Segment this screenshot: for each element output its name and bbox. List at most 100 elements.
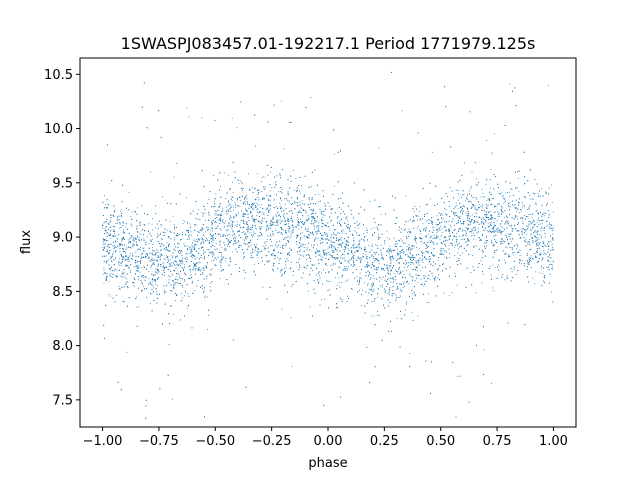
data-point xyxy=(378,147,380,149)
data-point xyxy=(464,162,466,164)
data-point xyxy=(319,275,320,277)
data-point xyxy=(266,239,268,240)
data-point xyxy=(108,234,110,236)
data-point xyxy=(515,274,517,275)
data-point xyxy=(288,230,290,232)
data-point xyxy=(366,232,368,233)
data-point xyxy=(501,233,503,235)
data-point xyxy=(522,221,524,223)
data-point xyxy=(247,243,249,245)
data-point xyxy=(415,215,417,217)
data-point xyxy=(489,187,491,189)
data-point xyxy=(185,245,187,247)
data-point xyxy=(345,267,347,269)
data-point xyxy=(206,249,208,251)
data-point xyxy=(148,243,150,245)
data-point xyxy=(135,296,137,298)
data-point xyxy=(517,218,519,220)
data-point xyxy=(291,286,293,288)
data-point xyxy=(281,252,283,254)
data-point xyxy=(305,218,307,220)
data-point xyxy=(244,277,246,279)
data-point xyxy=(398,261,400,263)
data-point xyxy=(468,220,470,222)
data-point xyxy=(183,243,185,245)
data-point xyxy=(318,222,320,224)
data-point xyxy=(259,251,261,253)
data-point xyxy=(203,239,205,241)
data-point xyxy=(380,267,382,269)
data-point xyxy=(143,250,145,252)
data-point xyxy=(465,227,467,229)
data-point xyxy=(196,238,198,240)
data-point xyxy=(285,232,286,234)
data-point xyxy=(314,170,316,171)
data-point xyxy=(233,221,235,223)
data-point xyxy=(194,263,195,265)
data-point xyxy=(521,260,523,262)
data-point xyxy=(411,311,413,313)
data-point xyxy=(199,230,201,232)
data-point xyxy=(285,267,287,269)
data-point xyxy=(541,235,543,237)
data-point xyxy=(131,236,133,237)
data-point xyxy=(256,215,258,217)
data-point xyxy=(536,237,538,239)
data-point xyxy=(329,205,331,207)
data-point xyxy=(292,169,294,171)
data-point xyxy=(280,233,282,235)
data-point xyxy=(388,267,390,269)
data-point xyxy=(270,241,272,243)
data-point xyxy=(123,274,125,276)
data-point xyxy=(536,250,538,251)
data-point xyxy=(186,307,188,309)
data-point xyxy=(145,252,147,254)
data-point xyxy=(330,233,332,235)
data-point xyxy=(221,252,223,254)
data-point xyxy=(328,288,330,290)
data-point xyxy=(122,256,124,258)
data-point xyxy=(429,240,431,242)
data-point xyxy=(283,148,285,150)
data-point xyxy=(379,285,381,287)
data-point xyxy=(540,268,542,270)
data-point xyxy=(127,239,129,241)
data-point xyxy=(407,280,409,282)
data-point xyxy=(344,257,346,259)
data-point xyxy=(482,192,484,194)
data-point xyxy=(405,259,407,261)
data-point xyxy=(279,202,281,204)
data-point xyxy=(287,228,289,230)
data-point xyxy=(380,244,382,246)
data-point xyxy=(220,217,221,219)
data-point xyxy=(244,232,246,234)
data-point xyxy=(190,277,192,279)
data-point xyxy=(538,224,539,226)
data-point xyxy=(534,230,536,231)
data-point xyxy=(488,204,490,206)
data-point xyxy=(244,233,246,235)
data-point xyxy=(313,240,315,242)
data-point xyxy=(126,259,128,260)
data-point xyxy=(270,235,272,237)
data-point xyxy=(261,177,263,179)
data-point xyxy=(196,244,198,246)
data-point xyxy=(404,224,406,226)
data-point xyxy=(365,254,367,256)
data-point xyxy=(495,250,497,251)
data-point xyxy=(490,210,492,212)
data-point xyxy=(288,231,290,233)
data-point xyxy=(267,260,269,262)
data-point xyxy=(209,286,211,288)
data-point xyxy=(289,220,291,222)
data-point xyxy=(402,241,404,243)
data-point xyxy=(420,270,422,272)
data-point xyxy=(535,245,537,247)
data-point xyxy=(298,254,300,256)
data-point xyxy=(116,269,118,271)
data-point xyxy=(486,199,488,201)
data-point xyxy=(489,268,491,269)
data-point xyxy=(180,251,182,253)
data-point xyxy=(551,237,553,239)
data-point xyxy=(520,263,522,265)
